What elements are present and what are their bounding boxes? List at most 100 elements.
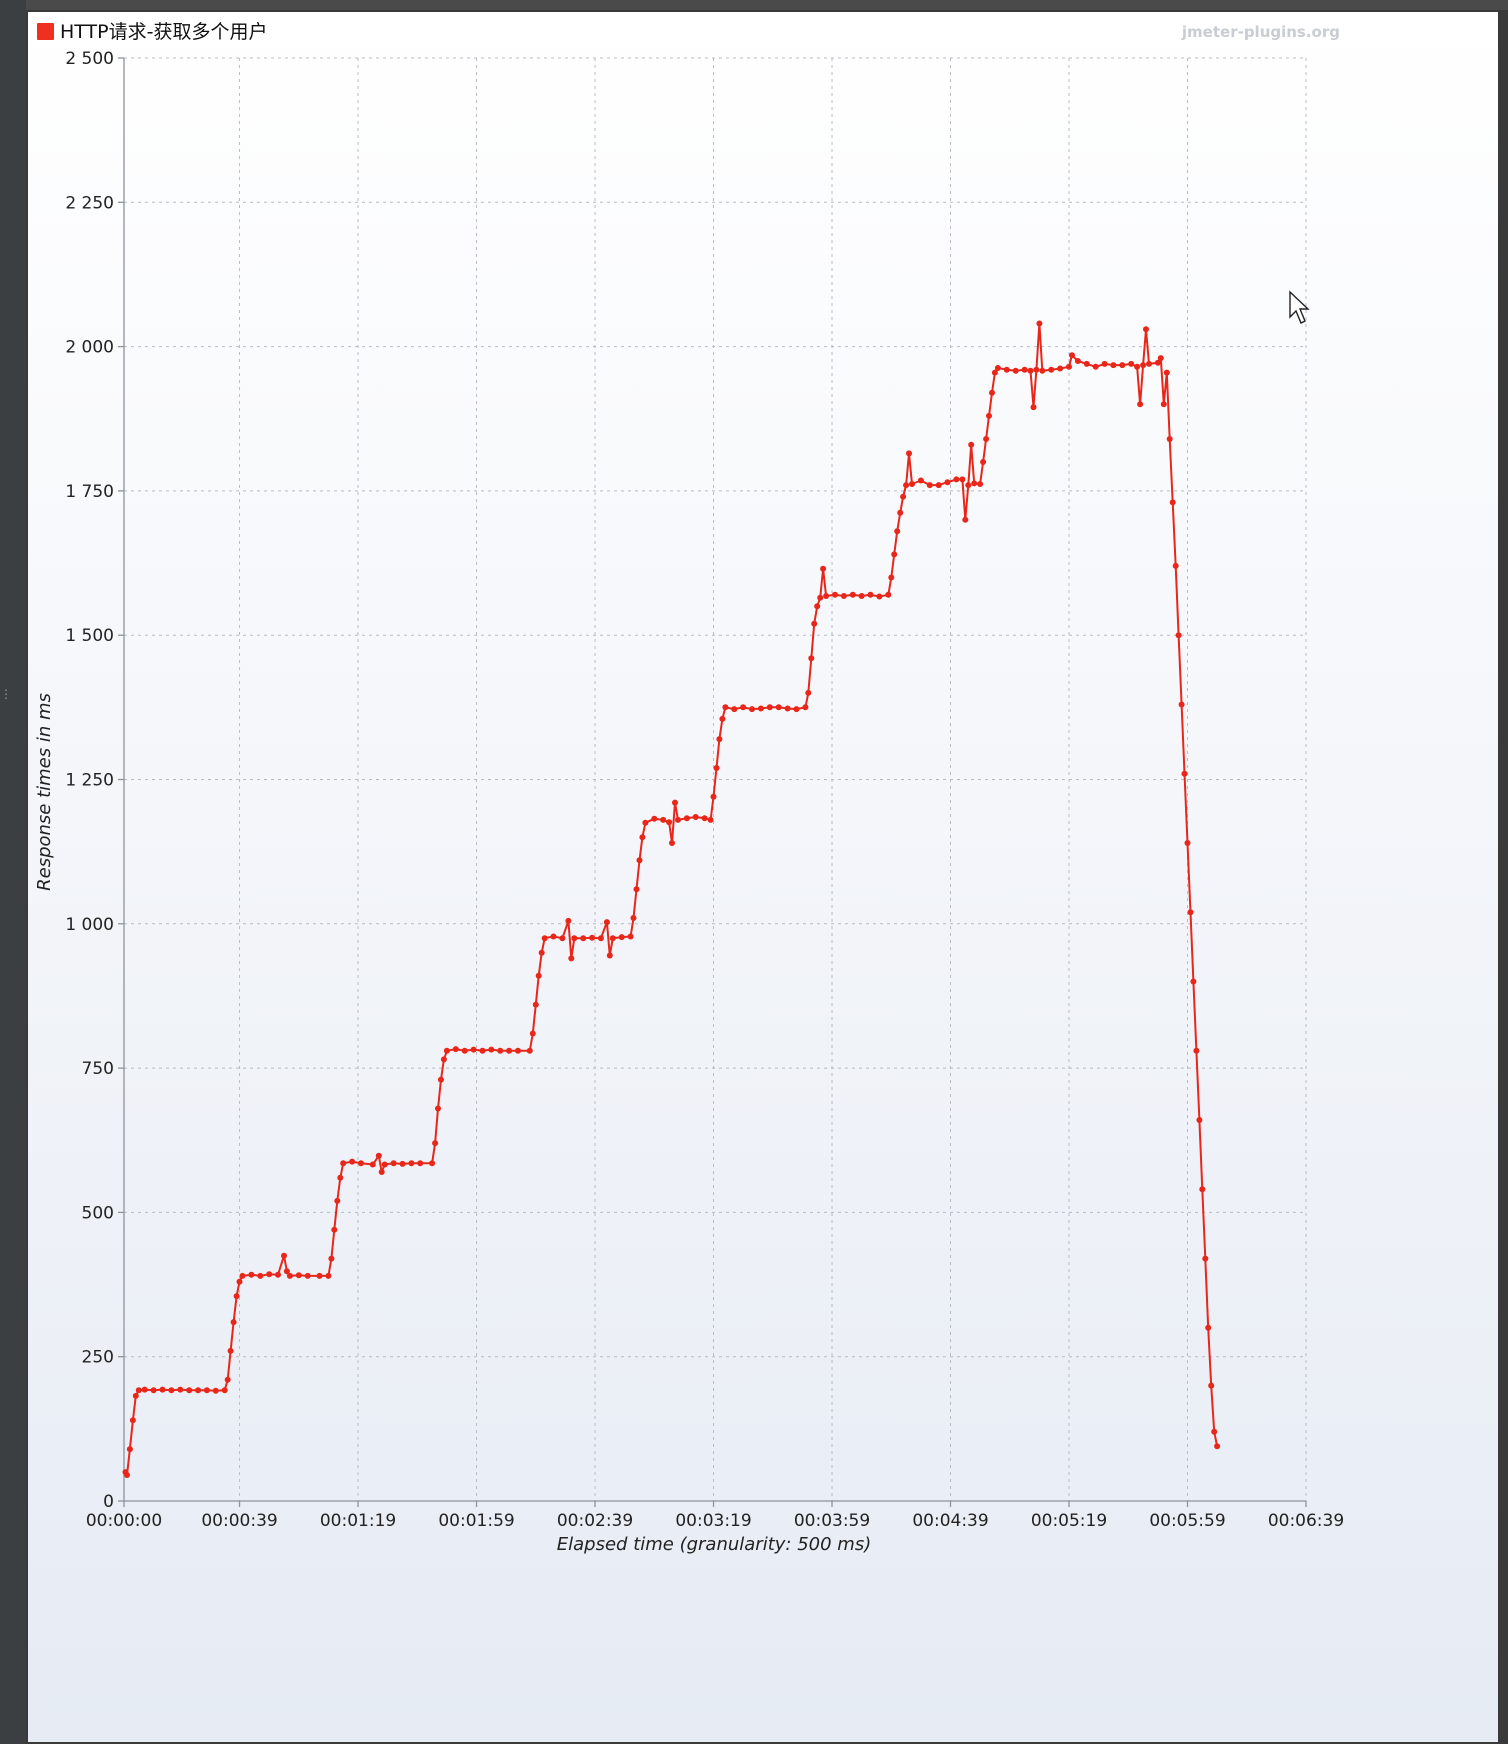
data-point [651, 815, 658, 822]
data-point [497, 1047, 504, 1054]
data-point [479, 1047, 486, 1054]
data-point [1184, 840, 1191, 846]
y-tick-label: 2 500 [65, 49, 114, 69]
data-point [1175, 632, 1182, 639]
data-point [986, 412, 992, 419]
y-tick-label: 1 750 [65, 482, 114, 502]
data-point [340, 1160, 347, 1167]
data-point [713, 765, 720, 771]
data-point [1003, 366, 1010, 373]
data-point [1160, 401, 1167, 408]
data-point [1187, 909, 1194, 916]
data-point [526, 1047, 533, 1054]
x-tick-label: 00:04:39 [912, 1511, 988, 1531]
data-point [840, 593, 847, 599]
data-point [532, 1001, 539, 1008]
data-point [766, 704, 773, 711]
data-point [802, 704, 809, 711]
data-point [811, 620, 818, 627]
y-tick-label: 1 500 [65, 626, 114, 646]
x-tick-label: 00:01:59 [438, 1511, 514, 1531]
data-point [719, 715, 726, 722]
data-point [962, 516, 969, 523]
y-tick-label: 500 [82, 1203, 114, 1223]
left-sidebar-rail: ⋮ [0, 0, 26, 1744]
data-point [627, 933, 634, 940]
data-point [257, 1272, 264, 1279]
data-point [716, 736, 723, 743]
data-point [1202, 1255, 1209, 1262]
data-point [571, 935, 578, 942]
data-point [944, 479, 951, 486]
tick-labels: 0 250 500 750 1 000 1 250 1 500 1 750 2 000 2 250… [65, 49, 1344, 1531]
data-point [1012, 367, 1019, 374]
data-point [1027, 367, 1034, 374]
x-axis-title: Elapsed time (granularity: 500 ms) [557, 1534, 871, 1555]
data-point [660, 816, 667, 823]
data-point [159, 1386, 166, 1393]
data-point [1119, 362, 1126, 369]
data-point [236, 1278, 243, 1285]
data-point [618, 934, 625, 941]
data-point [399, 1160, 406, 1167]
series-line [122, 320, 1221, 1478]
x-tick-label: 00:02:39 [557, 1511, 633, 1531]
data-point [369, 1161, 376, 1168]
data-point [1163, 369, 1170, 376]
legend-label: HTTP请求-获取多个用户 [60, 21, 267, 43]
data-point [150, 1387, 157, 1394]
data-point [903, 482, 910, 489]
data-point [633, 886, 640, 893]
data-point [1140, 362, 1147, 369]
data-point [820, 565, 827, 572]
data-point [1033, 366, 1040, 373]
data-point [909, 481, 915, 487]
y-tick-label: 1 000 [65, 915, 114, 935]
y-tick-label: 750 [82, 1059, 114, 1079]
data-point [589, 934, 596, 941]
data-point [488, 1046, 495, 1053]
data-point [1166, 436, 1173, 442]
data-point [349, 1158, 356, 1165]
data-point [538, 949, 545, 956]
data-point [1181, 770, 1188, 777]
data-point [325, 1272, 332, 1279]
data-point [1146, 360, 1152, 367]
data-point [1048, 366, 1055, 373]
data-point [541, 935, 548, 942]
data-point [1172, 562, 1179, 569]
grid-lines [124, 57, 1307, 1501]
data-point [506, 1047, 513, 1054]
data-point [281, 1252, 287, 1259]
x-tick-label: 00:05:59 [1149, 1511, 1225, 1531]
data-point [248, 1271, 255, 1278]
data-point [876, 593, 883, 600]
data-point [666, 819, 673, 826]
data-point [805, 689, 812, 696]
y-tick-label: 2 000 [65, 338, 114, 358]
data-point [606, 952, 613, 959]
data-point [757, 705, 764, 712]
data-point [559, 935, 566, 942]
resize-handle-icon[interactable]: ⋮ [0, 687, 12, 701]
data-point [275, 1271, 281, 1278]
x-tick-label: 00:05:19 [1031, 1511, 1107, 1531]
data-point [897, 509, 904, 516]
x-tick-label: 00:06:39 [1268, 1511, 1344, 1531]
data-point [390, 1160, 397, 1167]
data-point [675, 816, 681, 823]
window-top-strip [26, 0, 1508, 10]
data-point [568, 955, 575, 962]
data-point [304, 1272, 311, 1279]
data-point [438, 1076, 444, 1083]
data-point [692, 814, 699, 820]
data-point [429, 1160, 436, 1167]
data-point [535, 972, 542, 979]
data-point [722, 704, 729, 711]
watermark-text: jmeter-plugins.org [1181, 23, 1340, 41]
data-point [195, 1387, 202, 1394]
x-tick-label: 00:01:19 [320, 1511, 396, 1531]
data-point [1190, 978, 1197, 985]
data-point [642, 819, 649, 826]
data-point [316, 1272, 323, 1279]
